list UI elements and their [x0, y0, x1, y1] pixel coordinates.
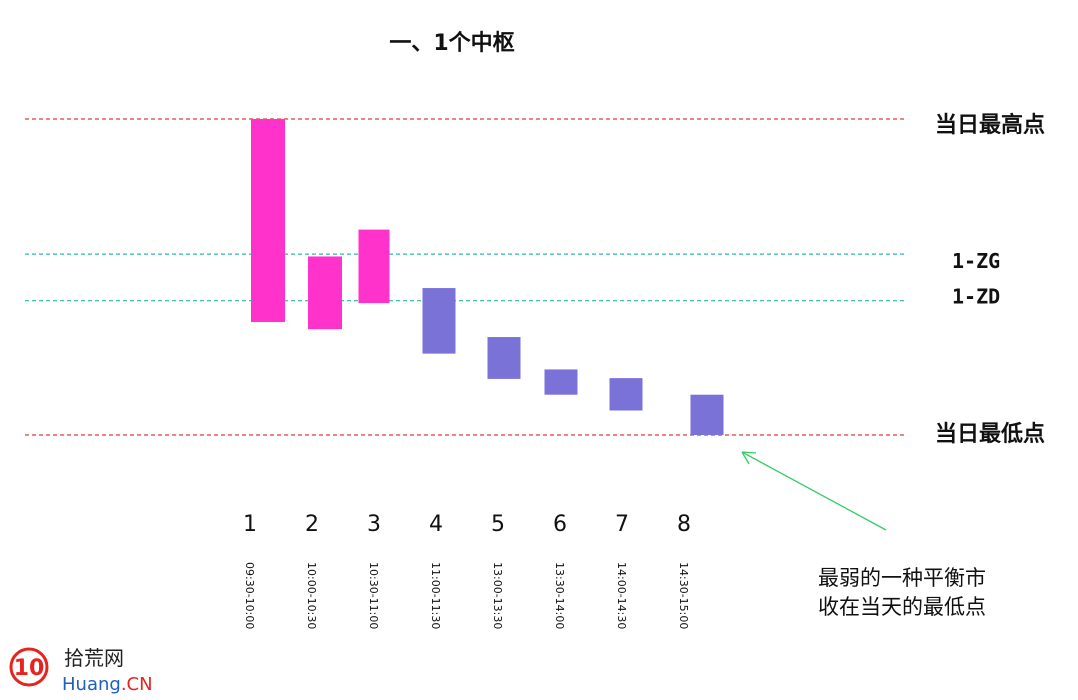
bar-8: [690, 394, 724, 435]
bar-number-5: 5: [491, 512, 505, 537]
bar-2: [308, 256, 342, 330]
annotation-arrow-head: [741, 451, 757, 465]
time-label-5: 13:00-13:30: [491, 562, 504, 629]
bar-number-4: 4: [429, 512, 443, 537]
zd-label: 1-ZD: [952, 285, 1000, 309]
time-label-1: 09:30-10:00: [243, 562, 256, 629]
time-label-2: 10:00-10:30: [305, 562, 318, 629]
time-label-8: 14:30-15:00: [677, 562, 690, 629]
zg-label: 1-ZG: [952, 249, 1000, 273]
bar-1: [251, 119, 285, 323]
bars-group: [251, 119, 724, 435]
bar-3: [358, 229, 390, 304]
bar-numbers-group: 1 2 3 4 5 6 7 8: [243, 512, 691, 537]
logo-badge-text: 10: [14, 656, 45, 681]
logo-badge-icon: 10: [9, 647, 49, 687]
annotation-line-1: 最弱的一种平衡市: [818, 566, 986, 590]
time-label-4: 11:00-11:30: [429, 562, 442, 629]
bar-number-3: 3: [367, 512, 381, 537]
annotation-line-2: 收在当天的最低点: [818, 595, 986, 619]
time-label-6: 13:30-14:00: [553, 562, 566, 629]
bar-number-1: 1: [243, 512, 257, 537]
logo-url: Huang.CN: [62, 674, 153, 695]
time-label-3: 10:30-11:00: [367, 562, 380, 629]
bar-number-7: 7: [615, 512, 629, 537]
time-labels-group: 09:30-10:00 10:00-10:30 10:30-11:00 11:00-1…: [243, 562, 690, 629]
bar-number-6: 6: [553, 512, 567, 537]
bar-number-8: 8: [677, 512, 691, 537]
site-logo: 10 拾荒网 Huang.CN: [9, 646, 153, 695]
logo-url-prefix: Huang: [62, 674, 121, 695]
day-low-label: 当日最低点: [935, 421, 1045, 447]
logo-site-name: 拾荒网: [64, 646, 124, 670]
bar-4: [422, 288, 456, 354]
annotation-arrow-line: [741, 451, 887, 531]
diagram-title: 一、1个中枢: [389, 31, 514, 56]
bar-number-2: 2: [305, 512, 319, 537]
bar-5: [487, 337, 521, 379]
time-label-7: 14:00-14:30: [615, 562, 628, 629]
bar-6: [544, 369, 578, 395]
logo-url-suffix: .CN: [121, 674, 153, 695]
bar-7: [609, 378, 643, 411]
day-high-label: 当日最高点: [935, 112, 1045, 138]
